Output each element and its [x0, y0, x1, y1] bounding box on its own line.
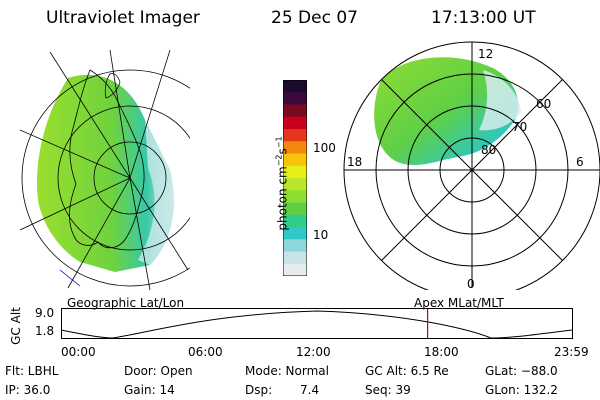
geographic-map [20, 50, 190, 290]
colorbar-tick-100: 100 [313, 141, 336, 155]
status-gc-alt: GC Alt: 6.5 Re [365, 364, 449, 378]
status-seq: Seq: 39 [365, 383, 411, 397]
xtick-0000: 00:00 [61, 345, 96, 359]
color-scale-segment [283, 92, 307, 105]
status-ip: IP: 36.0 [5, 383, 51, 397]
color-scale-segment [283, 239, 307, 252]
color-scale-segment [283, 263, 307, 276]
status-mode: Mode: Normal [245, 364, 329, 378]
color-scale-segment [283, 104, 307, 118]
color-scale-segments [283, 80, 307, 276]
geo-aurora-image [37, 74, 174, 272]
status-door: Door: Open [124, 364, 193, 378]
color-scale-segment [283, 129, 307, 142]
altitude-ytick-high: 9.0 [35, 306, 55, 320]
color-scale-segment [283, 190, 307, 203]
status-glon: GLon: 132.2 [485, 383, 558, 397]
unit-main: photon cm [275, 166, 290, 231]
geo-caption: Geographic Lat/Lon [67, 296, 185, 310]
mlat-label-60: 60 [536, 97, 552, 111]
mlat-label-70: 70 [512, 120, 528, 134]
colorbar-tick-10: 10 [313, 228, 329, 242]
color-scale-segment [283, 227, 307, 240]
color-scale-segment [283, 251, 307, 265]
observation-date: 25 Dec 07 [271, 8, 358, 28]
status-gain: Gain: 14 [124, 383, 175, 397]
status-glat: GLat: −88.0 [485, 364, 558, 378]
mlt-label-6: 6 [576, 155, 584, 169]
color-scale-segment [283, 153, 307, 167]
instrument-title: Ultraviolet Imager [46, 8, 200, 28]
mlt-label-0: 0 [467, 277, 475, 291]
altitude-ylabel: GC Alt [9, 307, 23, 345]
status-filter: Flt: LBHL [5, 364, 59, 378]
altitude-curve [61, 310, 573, 339]
colorbar-unit-label: photon cm−2s−1 [275, 136, 290, 230]
color-scale-segment [283, 178, 307, 191]
altitude-ytick-low: 1.8 [35, 324, 55, 338]
xtick-1800: 18:00 [424, 345, 459, 359]
color-scale-segment [283, 165, 307, 179]
mlt-label-18: 18 [347, 155, 363, 169]
polar-caption: Apex MLat/MLT [414, 296, 504, 310]
observation-time: 17:13:00 UT [431, 8, 536, 28]
xtick-1200: 12:00 [296, 345, 331, 359]
altitude-ylabel-text: GC Alt [9, 307, 23, 345]
unit-exp1: −2 [274, 154, 284, 167]
unit-exp2: −1 [274, 136, 284, 149]
color-scale-segment [283, 214, 307, 228]
color-scale-segment [283, 202, 307, 216]
color-scale-segment [283, 116, 307, 130]
xtick-2359: 23:59 [554, 345, 589, 359]
mlt-label-12: 12 [478, 47, 494, 61]
status-dsp-value: 7.4 [300, 383, 320, 397]
color-scale-bar [283, 80, 307, 276]
altitude-timeline [61, 308, 573, 339]
mlat-label-80: 80 [481, 143, 497, 157]
color-scale-segment [283, 80, 307, 93]
unit-mid: s [275, 148, 290, 155]
polar-mlat-mlt-plot [343, 41, 600, 290]
color-scale-segment [283, 141, 307, 154]
xtick-0600: 06:00 [188, 345, 223, 359]
status-dsp-label: Dsp: [245, 383, 273, 397]
